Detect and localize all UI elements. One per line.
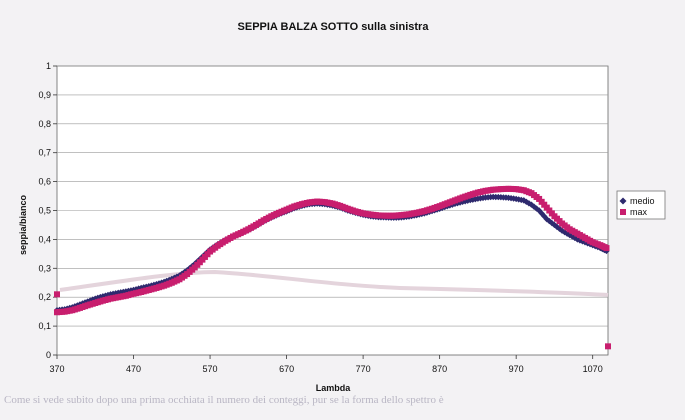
x-tick-label: 370 bbox=[49, 364, 64, 374]
plot-area: 0 0,1 0,2 0,3 0,4 0,5 0,6 0,7 0,8 0,9 1 370 470 570 67… bbox=[38, 61, 611, 374]
legend-marker-medio bbox=[619, 197, 627, 205]
legend-label-medio: medio bbox=[630, 196, 655, 206]
x-tick-label: 670 bbox=[279, 364, 294, 374]
x-tick-label: 1070 bbox=[583, 364, 603, 374]
legend-marker-max bbox=[620, 209, 626, 215]
y-tick-label: 0,8 bbox=[38, 119, 51, 129]
x-axis-label: Lambda bbox=[316, 383, 352, 393]
y-tick-label: 0,1 bbox=[38, 321, 51, 331]
y-tick-label: 0,3 bbox=[38, 263, 51, 273]
y-tick-label: 0 bbox=[46, 350, 51, 360]
data-point-medio bbox=[528, 201, 535, 208]
bleed-curve bbox=[59, 269, 609, 297]
x-tick-label: 970 bbox=[509, 364, 524, 374]
data-point-medio bbox=[569, 233, 576, 240]
data-point-max bbox=[605, 343, 611, 350]
y-axis-label: seppia/bianco bbox=[18, 194, 28, 255]
y-tick-label: 0,4 bbox=[38, 234, 51, 244]
data-point-max bbox=[54, 291, 60, 298]
data-point-max bbox=[603, 245, 610, 252]
data-point-medio bbox=[546, 217, 553, 225]
y-tick-label: 0,5 bbox=[38, 206, 51, 216]
y-tick-label: 0,6 bbox=[38, 177, 51, 187]
x-tick-label: 870 bbox=[432, 364, 447, 374]
x-tick-label: 470 bbox=[126, 364, 141, 374]
y-tick-label: 0,9 bbox=[38, 90, 51, 100]
data-point-medio bbox=[533, 205, 540, 212]
data-point-medio bbox=[556, 225, 563, 233]
data-point-medio bbox=[543, 215, 550, 223]
y-tick-label: 0,2 bbox=[38, 292, 51, 302]
bleed-text: Come si vede subito dopo una prima occhi… bbox=[4, 394, 444, 406]
y-tick-label: 1 bbox=[46, 61, 51, 71]
y-tick-label: 0,7 bbox=[38, 148, 51, 158]
chart-title: SEPPIA BALZA SOTTO sulla sinistra bbox=[238, 21, 430, 33]
data-point-medio bbox=[530, 203, 538, 210]
data-point-medio bbox=[566, 231, 573, 239]
data-point-medio bbox=[538, 210, 545, 217]
x-tick-label: 770 bbox=[356, 364, 371, 374]
data-point-medio bbox=[541, 213, 548, 220]
data-point-medio bbox=[558, 227, 566, 234]
legend-label-max: max bbox=[630, 207, 648, 217]
data-point-medio bbox=[456, 199, 464, 206]
data-point-medio bbox=[571, 234, 579, 242]
x-tick-label: 570 bbox=[203, 364, 218, 374]
